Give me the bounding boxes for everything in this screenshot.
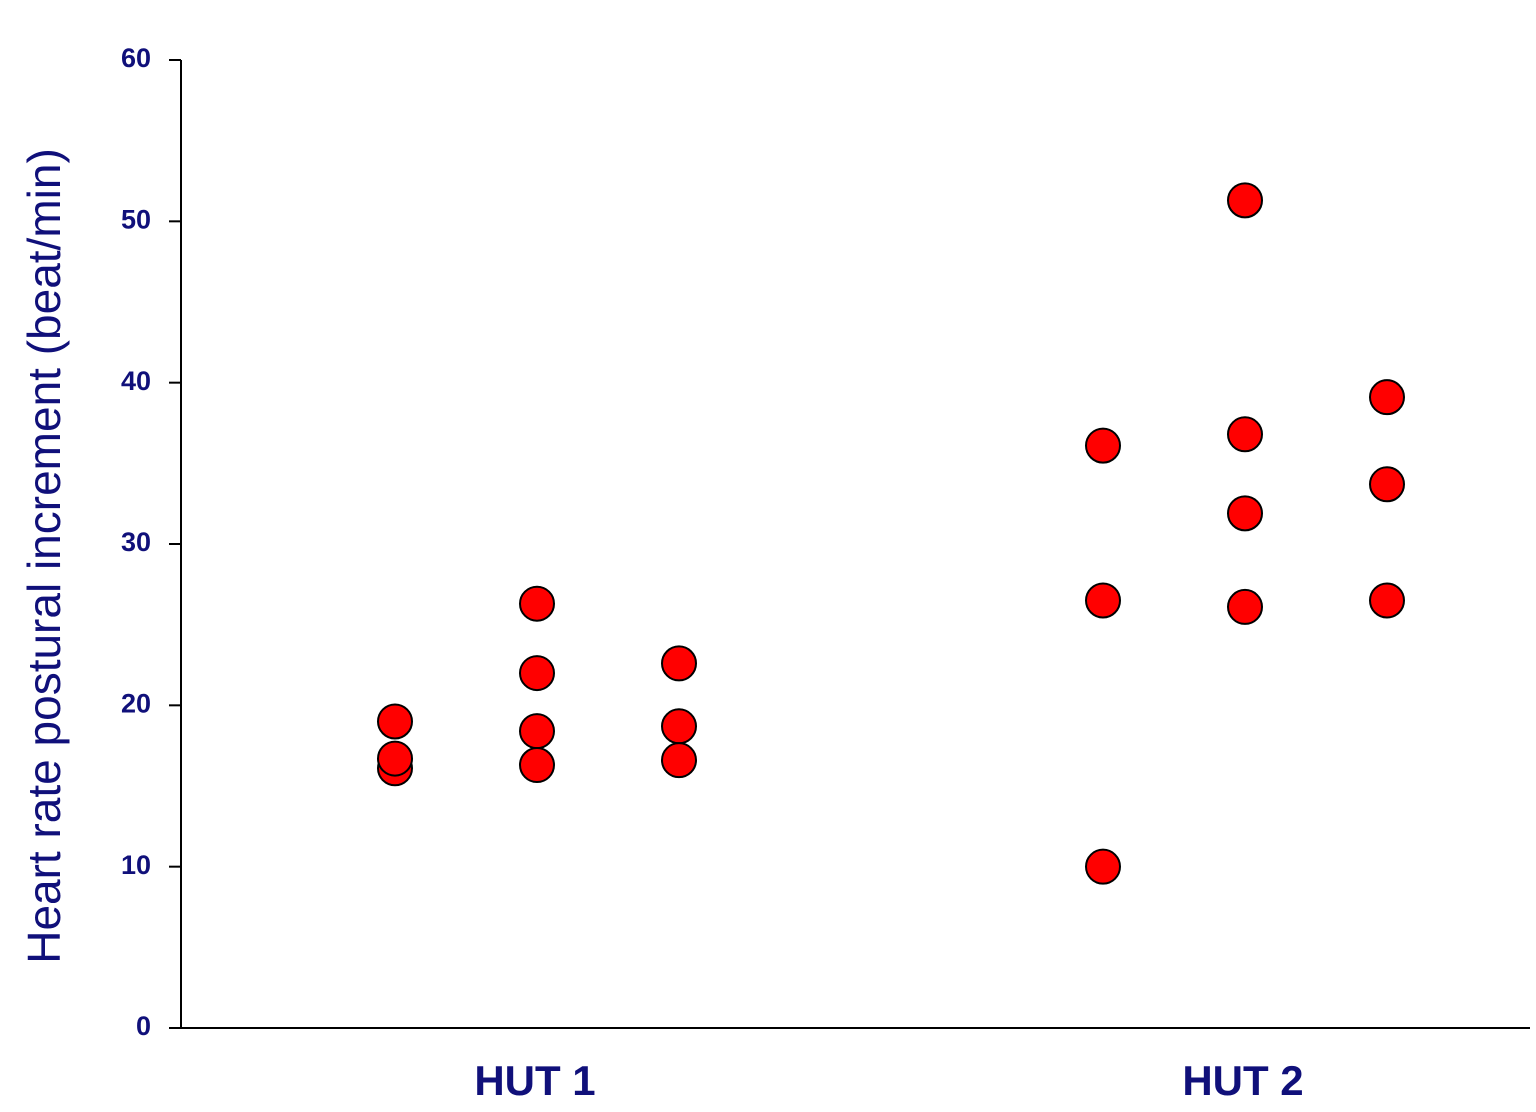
point: [377, 740, 413, 777]
y-tick-label: 30: [121, 527, 151, 557]
y-tick-label: 0: [136, 1011, 151, 1041]
point: [1369, 582, 1405, 619]
x-tick-label: HUT 2: [1182, 1057, 1303, 1104]
point: [519, 747, 555, 784]
point: [519, 585, 555, 622]
point: [519, 655, 555, 692]
point: [1227, 588, 1263, 625]
y-axis-title: Heart rate postural increment (beat/min): [18, 148, 70, 964]
y-tick-label: 60: [121, 43, 151, 73]
point: [519, 713, 555, 750]
point: [1369, 466, 1405, 503]
y-tick-label: 40: [121, 366, 151, 396]
point: [1085, 848, 1121, 885]
point: [377, 703, 413, 740]
point: [1227, 182, 1263, 219]
x-tick-label: HUT 1: [474, 1057, 595, 1104]
point: [1227, 495, 1263, 532]
point: [1227, 416, 1263, 453]
y-tick-label: 20: [121, 688, 151, 718]
point: [1085, 427, 1121, 464]
point: [661, 645, 697, 682]
y-tick-label: 50: [121, 204, 151, 234]
point: [1369, 379, 1405, 416]
y-tick-label: 10: [121, 850, 151, 880]
point: [661, 708, 697, 745]
point: [1085, 582, 1121, 619]
point: [661, 742, 697, 779]
